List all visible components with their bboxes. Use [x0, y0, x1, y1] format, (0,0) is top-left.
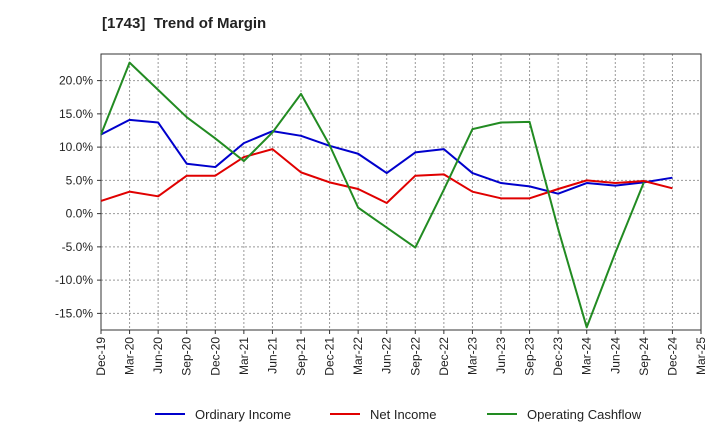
- y-tick-label: 20.0%: [59, 74, 93, 88]
- legend-label-operating-cashflow: Operating Cashflow: [527, 407, 642, 422]
- x-tick-label: Sep-21: [294, 337, 308, 376]
- x-tick-label: Mar-20: [123, 337, 137, 375]
- x-tick-label: Jun-22: [380, 337, 394, 374]
- y-tick-label: 10.0%: [59, 140, 93, 154]
- x-tick-label: Mar-23: [465, 337, 479, 375]
- chart-title: [1743] Trend of Margin: [102, 15, 267, 32]
- x-tick-label: Jun-23: [494, 337, 508, 374]
- y-tick-label: -15.0%: [55, 306, 93, 320]
- x-tick-label: Jun-20: [151, 337, 165, 374]
- x-tick-label: Dec-24: [665, 337, 679, 376]
- plot-area: [101, 54, 701, 330]
- x-tick-label: Dec-20: [208, 337, 222, 376]
- x-tick-label: Dec-23: [551, 337, 565, 376]
- x-tick-label: Mar-21: [237, 337, 251, 375]
- x-tick-label: Sep-20: [180, 337, 194, 376]
- y-tick-label: -5.0%: [62, 240, 94, 254]
- series-line-operating-cashflow: [100, 61, 645, 329]
- x-tick-label: Sep-24: [637, 337, 651, 376]
- x-tick-label: Dec-22: [437, 337, 451, 376]
- legend-label-ordinary-income: Ordinary Income: [195, 407, 291, 422]
- y-tick-label: 5.0%: [66, 173, 94, 187]
- x-tick-label: Sep-23: [523, 337, 537, 376]
- x-tick-label: Mar-25: [694, 337, 708, 375]
- x-tick-label: Dec-21: [323, 337, 337, 376]
- series-line-net-income: [100, 148, 673, 204]
- series-line-ordinary-income: [100, 118, 673, 195]
- y-tick-label: -10.0%: [55, 273, 93, 287]
- x-tick-label: Sep-22: [408, 337, 422, 376]
- x-tick-label: Mar-24: [580, 337, 594, 375]
- x-tick-label: Dec-19: [94, 337, 108, 376]
- plot-border: [100, 53, 702, 331]
- x-tick-label: Mar-22: [351, 337, 365, 375]
- legend-label-net-income: Net Income: [370, 407, 436, 422]
- x-tick-label: Jun-24: [608, 337, 622, 374]
- y-tick-label: 0.0%: [66, 207, 94, 221]
- x-tick-label: Jun-21: [265, 337, 279, 374]
- y-tick-label: 15.0%: [59, 107, 93, 121]
